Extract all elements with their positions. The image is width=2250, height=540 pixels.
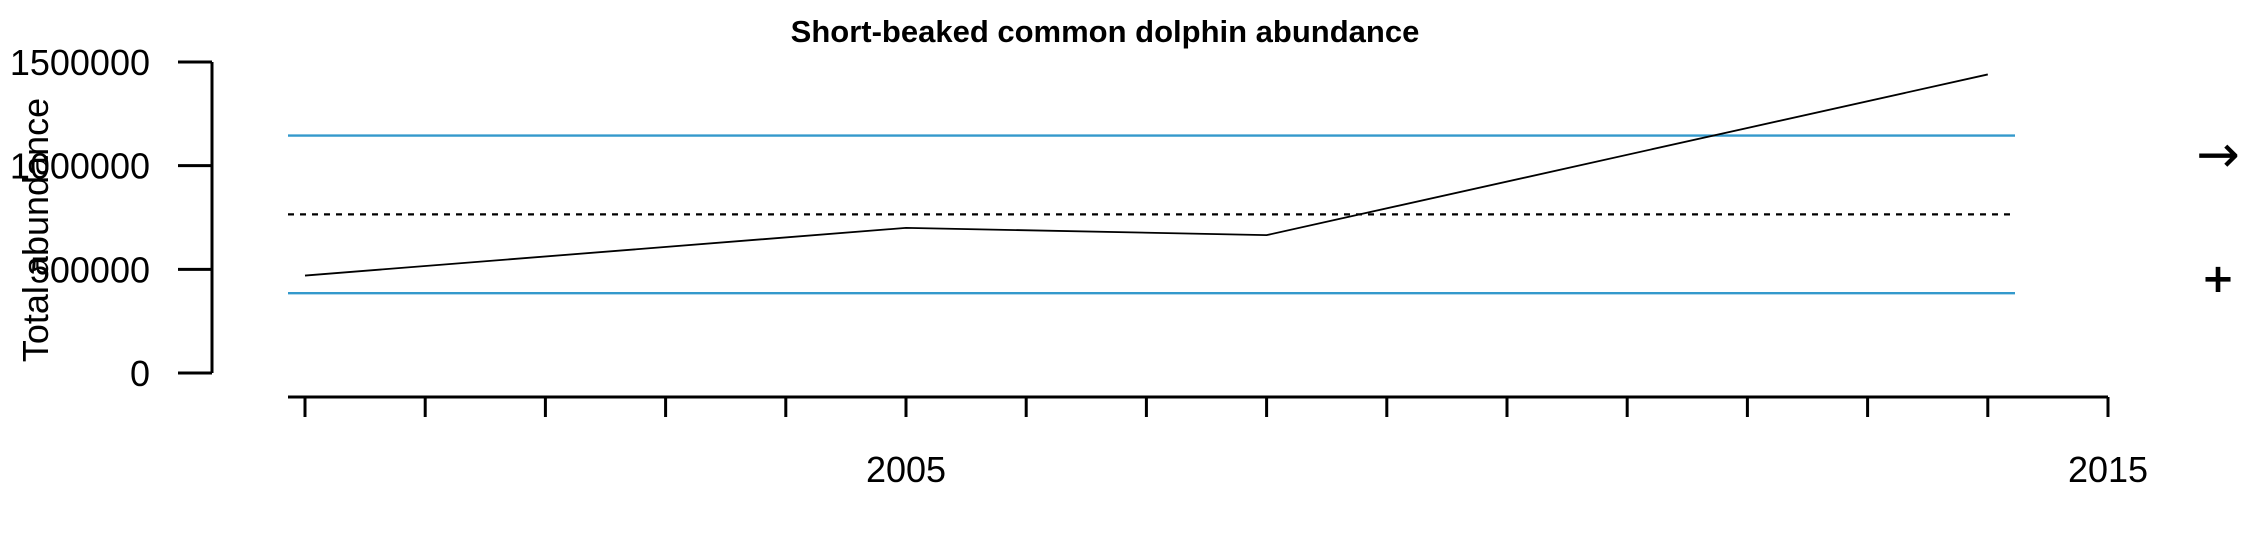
plus-icon: + — [2201, 256, 2235, 302]
y-tick-label: 1000000 — [10, 146, 150, 187]
reference-lines — [288, 134, 2015, 295]
y-tick-label: 500000 — [30, 249, 150, 290]
y-axis-label: Total abundance — [15, 98, 56, 362]
x-tick-label: 2015 — [2068, 449, 2148, 490]
x-tick-label: 2005 — [866, 449, 946, 490]
y-tick-label: 0 — [130, 353, 150, 394]
series-layer — [304, 73, 1988, 277]
x-axis: 2005 2015 — [288, 395, 2148, 490]
y-axis: 0 500000 1000000 1500000 — [10, 42, 214, 394]
chart-title: Short-beaked common dolphin abundance — [791, 14, 1420, 49]
y-tick-label: 1500000 — [10, 42, 150, 83]
arrow-right-icon: → — [2196, 125, 2240, 185]
series-line-0 — [304, 73, 1988, 277]
